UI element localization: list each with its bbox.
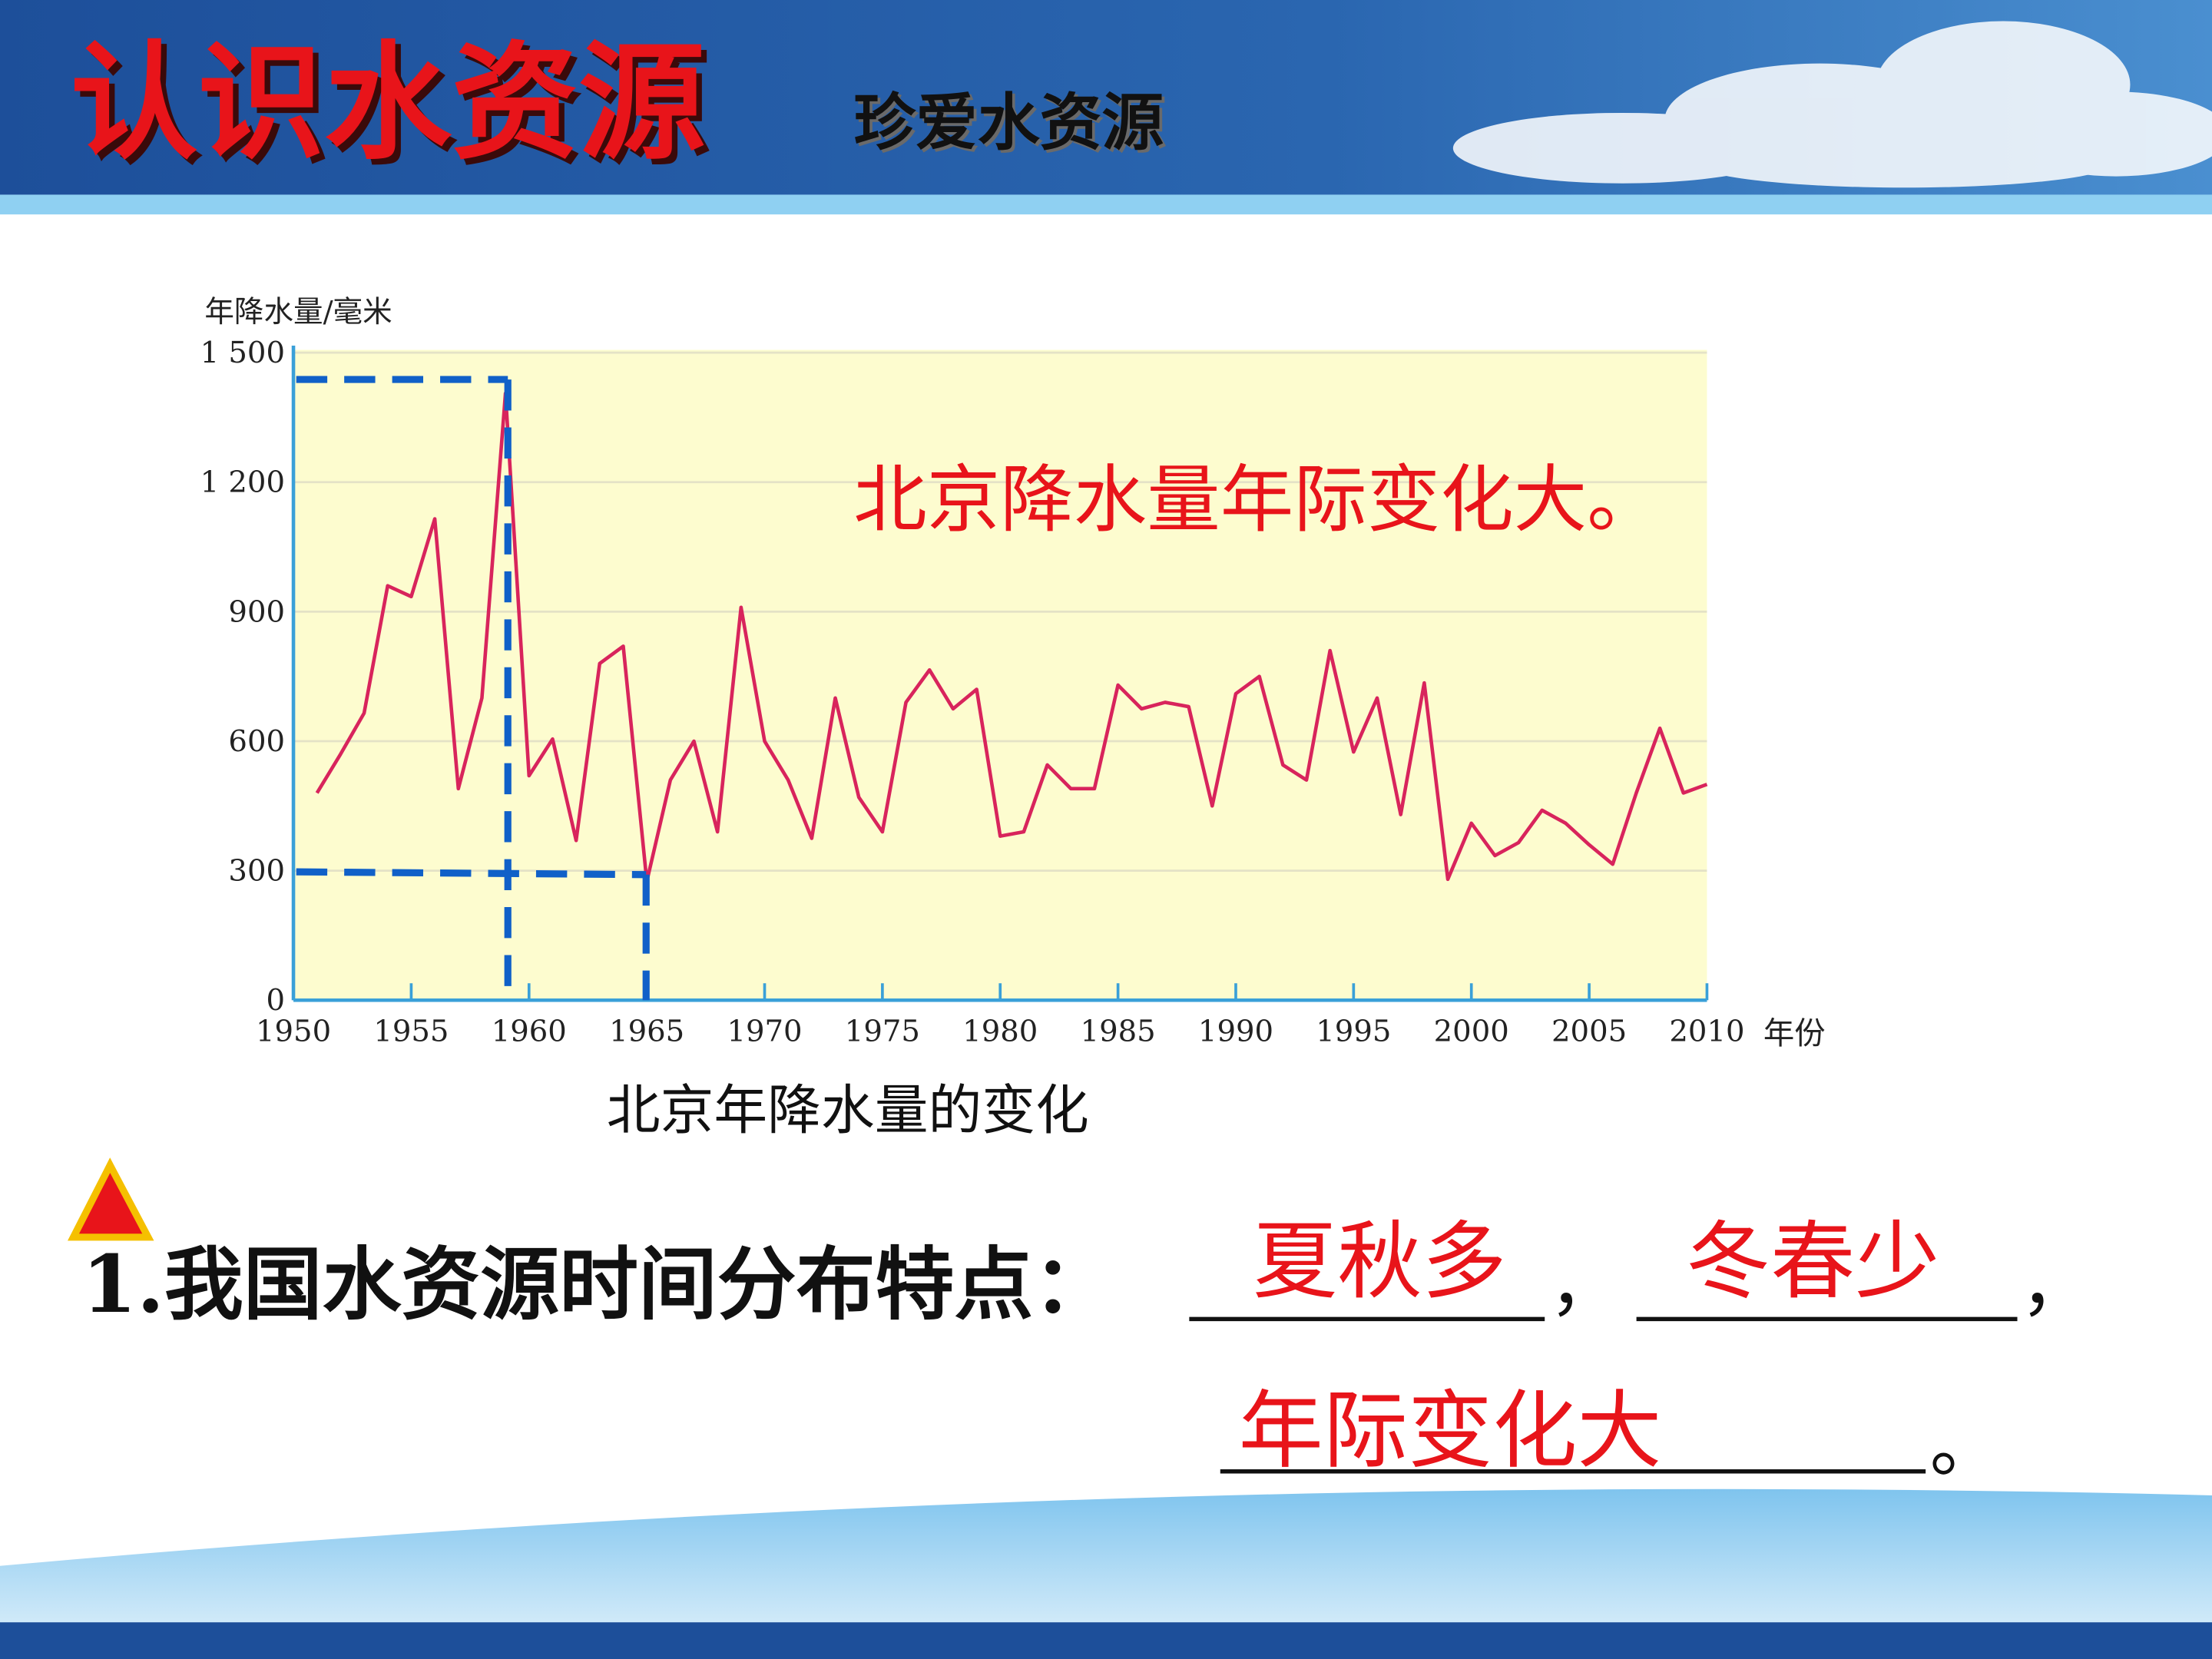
- separator: 。: [1930, 1405, 2001, 1487]
- x-tick-label: 1975: [845, 1015, 920, 1049]
- x-tick-label: 1960: [492, 1015, 567, 1049]
- answer: 年际变化大: [1239, 1382, 1662, 1480]
- x-tick-label: 1980: [962, 1015, 1038, 1049]
- x-tick-label: 2010: [1669, 1015, 1744, 1049]
- question: 1.我国水资源时间分布特点：: [82, 1238, 1112, 1331]
- x-tick-label: 1950: [256, 1015, 331, 1049]
- subtitle: 珍爱水资源: [853, 87, 1164, 159]
- separator: ，: [2020, 1243, 2091, 1326]
- y-tick-label: 0: [266, 983, 285, 1018]
- y-tick-label: 1 500: [200, 336, 285, 370]
- y-tick-label: 600: [228, 724, 285, 759]
- y-tick-label: 1 200: [200, 465, 285, 500]
- y-tick-label: 900: [228, 594, 285, 629]
- y-tick-label: 300: [228, 853, 285, 888]
- header-strip: [0, 194, 2212, 215]
- x-tick-label: 1970: [727, 1015, 802, 1049]
- title-shadow: 认识水资源: [76, 35, 710, 182]
- x-tick-label: 2000: [1434, 1015, 1509, 1049]
- caption: 北京年降水量的变化: [607, 1079, 1089, 1141]
- answer: 夏秋多: [1253, 1213, 1507, 1311]
- x-tick-label: 1955: [373, 1015, 449, 1049]
- subtitle-shadow: 珍爱水资源: [856, 90, 1167, 162]
- chart: 0 300 600 900 1 200 1 500 1950 1955 1960 1965 1970…: [200, 336, 1745, 1048]
- x-tick-label: 2005: [1551, 1015, 1627, 1049]
- title: 认识水资源: [71, 29, 705, 177]
- x-tick-label: 1985: [1081, 1015, 1156, 1049]
- guide-lines: [296, 376, 650, 1001]
- triangle-icon: [68, 1157, 154, 1241]
- y-axis-label: 年降水量/毫米: [204, 295, 392, 329]
- x-tick-label: 1995: [1316, 1015, 1391, 1049]
- annotation: 北京降水量年际变化大。: [853, 456, 1661, 542]
- data-line: [315, 391, 1708, 883]
- bottom-band: [0, 1622, 2212, 1659]
- plot-area: [293, 349, 1707, 1001]
- x-tick-label: 1990: [1198, 1015, 1273, 1049]
- x-axis-label: 年份: [1763, 1015, 1826, 1051]
- x-tick-label: 1965: [609, 1015, 684, 1049]
- bottom-wave: [0, 1488, 2212, 1659]
- clouds: [1452, 21, 2212, 188]
- separator: ，: [1549, 1243, 1620, 1326]
- answer: 冬春少: [1686, 1213, 1940, 1311]
